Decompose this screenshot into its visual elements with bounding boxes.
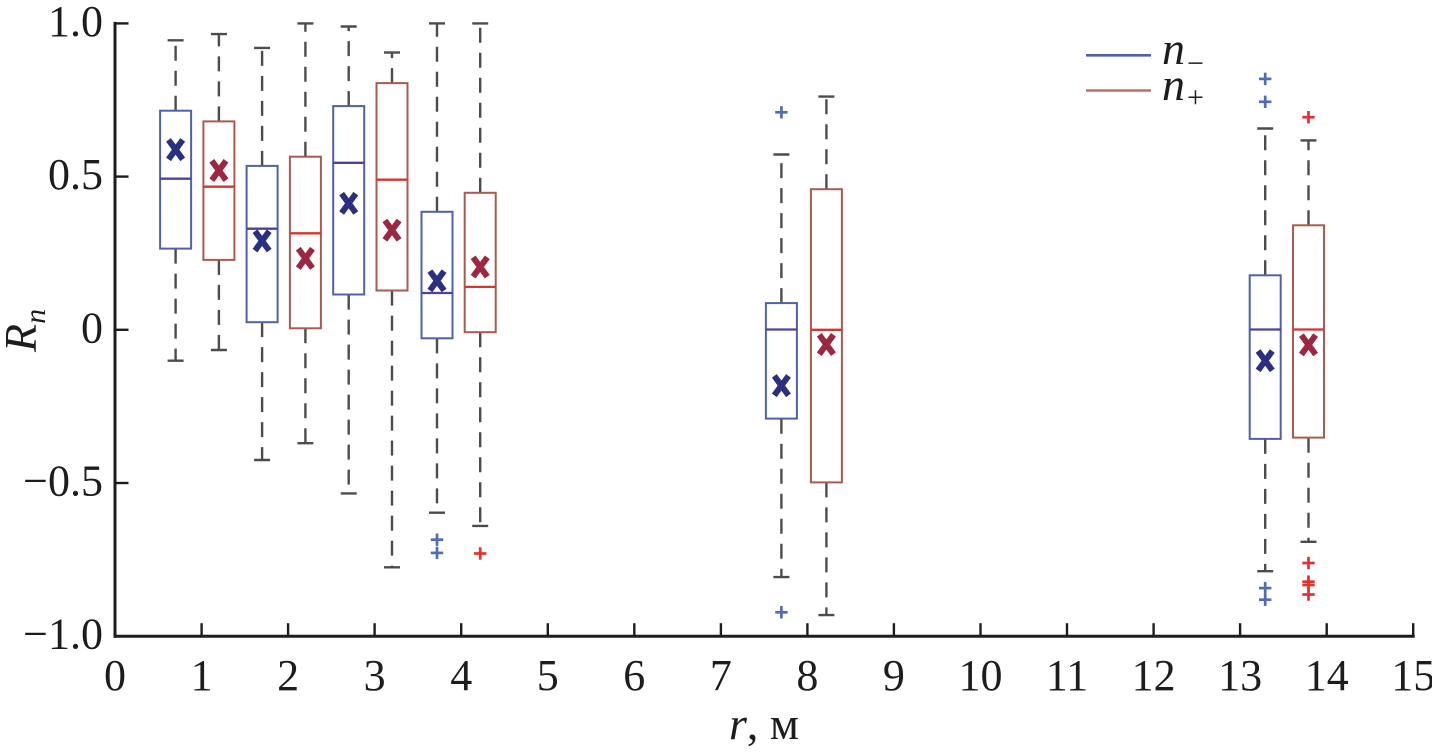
svg-text:7: 7	[710, 651, 732, 700]
svg-text:Rn: Rn	[0, 309, 52, 353]
svg-text:15: 15	[1391, 651, 1432, 700]
svg-text:1: 1	[191, 651, 213, 700]
svg-text:5: 5	[537, 651, 559, 700]
svg-text:2: 2	[277, 651, 299, 700]
svg-text:+: +	[1187, 81, 1204, 114]
svg-text:13: 13	[1218, 651, 1262, 700]
svg-text:4: 4	[450, 651, 472, 700]
svg-text:6: 6	[623, 651, 645, 700]
svg-text:14: 14	[1305, 651, 1349, 700]
svg-text:1.0: 1.0	[48, 0, 103, 46]
svg-text:0: 0	[104, 651, 126, 700]
svg-text:10: 10	[959, 651, 1003, 700]
svg-text:11: 11	[1046, 651, 1088, 700]
svg-text:9: 9	[883, 651, 905, 700]
svg-text:−1.0: −1.0	[23, 610, 103, 659]
svg-text:r, м: r, м	[729, 698, 799, 749]
svg-text:8: 8	[796, 651, 818, 700]
svg-text:−: −	[1187, 47, 1204, 80]
svg-text:n: n	[1162, 59, 1185, 110]
svg-text:−0.5: −0.5	[23, 457, 103, 506]
svg-text:12: 12	[1132, 651, 1176, 700]
svg-text:0: 0	[81, 303, 103, 352]
svg-text:0.5: 0.5	[48, 150, 103, 199]
svg-text:n: n	[1162, 23, 1185, 74]
svg-text:3: 3	[364, 651, 386, 700]
